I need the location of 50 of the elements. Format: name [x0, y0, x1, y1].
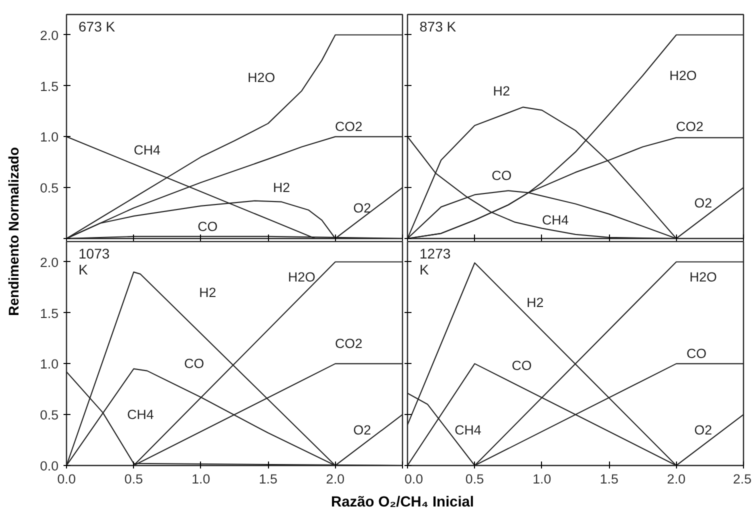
x-tick-label: 2.0: [667, 472, 686, 486]
y-tick-label: 1.5: [40, 78, 59, 94]
series-label: CO: [686, 346, 706, 361]
x-tick-label: 0.5: [465, 472, 484, 486]
x-tick-label: 1.5: [258, 472, 278, 486]
series-label: CH4: [127, 407, 154, 422]
y-tick-label: 0.0: [40, 458, 59, 474]
series-label: CH4: [134, 142, 162, 158]
series-label: H2: [273, 180, 290, 196]
x-tick-label: 1.0: [532, 472, 552, 486]
text: 1273 K: [420, 246, 451, 278]
x-tick-label: 1.5: [600, 472, 618, 486]
y-tick-label: 1.0: [40, 130, 59, 145]
x-tick-label: 1.0: [192, 472, 210, 486]
chart-title: 873 K: [420, 18, 457, 34]
x-tick-label: 0.0: [57, 472, 76, 486]
y-tick-label: 0.5: [40, 180, 59, 196]
series-label: H2: [493, 83, 510, 98]
series-label: CH4: [542, 212, 570, 228]
x-tick-label: 0.0: [404, 472, 424, 486]
x-axis-title: Razão O₂/CH₄ Inicial: [331, 494, 474, 510]
series-label: H2O: [288, 270, 316, 285]
y-tick-label: 1.5: [40, 306, 59, 321]
series-label: O2: [694, 422, 712, 438]
series-label: CO: [492, 168, 512, 183]
x-tick-label: 2.5: [732, 472, 752, 486]
series-label: CO2: [335, 336, 362, 351]
x-tick-label: 2.0: [326, 472, 345, 486]
series-label: CO: [184, 356, 204, 372]
series-label: H2O: [669, 68, 697, 84]
y-tick-label: 2.0: [40, 254, 59, 270]
series-label: H2: [526, 295, 544, 310]
y-tick-label: 1.0: [40, 356, 59, 372]
series-label: CO2: [335, 119, 362, 134]
y-axis-title: Rendimento Normalizado: [6, 147, 22, 316]
text: 1073 K: [78, 246, 110, 278]
series-label: H2: [199, 284, 216, 300]
series-label: CO2: [676, 119, 704, 134]
series-label: O2: [353, 200, 372, 216]
series-label: CO: [198, 218, 218, 234]
series-label: CH4: [454, 422, 482, 438]
series-label: CO: [512, 358, 532, 374]
x-tick-label: 0.5: [124, 472, 143, 486]
series-label: H2O: [248, 70, 276, 86]
series-label: H2O: [689, 270, 717, 285]
chart-title: 673 K: [78, 18, 116, 34]
y-tick-label: 2.0: [40, 28, 59, 43]
series-label: O2: [353, 422, 372, 438]
series-label: O2: [694, 195, 712, 210]
y-tick-label: 0.5: [40, 408, 59, 423]
